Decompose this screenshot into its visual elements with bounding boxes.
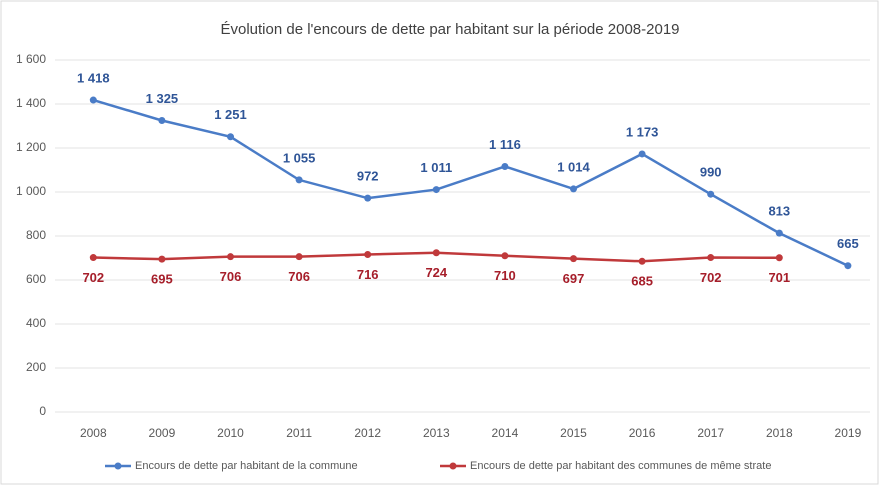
- x-tick-label: 2014: [492, 426, 519, 440]
- x-tick-label: 2010: [217, 426, 244, 440]
- legend-label: Encours de dette par habitant de la comm…: [135, 460, 358, 472]
- y-tick-label: 1 600: [16, 52, 46, 66]
- chart-title: Évolution de l'encours de dette par habi…: [220, 21, 679, 38]
- point: [158, 255, 166, 263]
- point: [775, 254, 783, 262]
- x-tick-label: 2017: [697, 426, 724, 440]
- x-tick-label: 2016: [629, 426, 656, 440]
- point: [364, 250, 372, 258]
- point: [158, 117, 166, 124]
- data-label: 813: [768, 204, 790, 219]
- data-label: 685: [631, 274, 653, 289]
- data-label: 1 173: [626, 124, 659, 139]
- point: [432, 249, 440, 257]
- point: [364, 194, 372, 202]
- x-tick-label: 2008: [80, 426, 107, 440]
- point: [501, 252, 509, 260]
- x-tick-label: 2013: [423, 426, 450, 440]
- data-label: 665: [837, 236, 859, 251]
- point: [227, 253, 234, 261]
- x-tick-label: 2019: [835, 426, 862, 440]
- x-tick-label: 2015: [560, 426, 587, 440]
- data-label: 706: [220, 269, 242, 284]
- y-tick-label: 600: [26, 272, 46, 286]
- point: [707, 190, 715, 198]
- point: [501, 162, 509, 170]
- data-label: 972: [357, 169, 379, 184]
- point: [638, 257, 646, 265]
- point: [89, 96, 97, 104]
- point: [570, 185, 577, 193]
- point: [295, 176, 303, 184]
- data-label: 695: [151, 272, 173, 287]
- x-tick-label: 2011: [286, 426, 312, 440]
- point: [775, 229, 783, 237]
- point: [227, 133, 234, 141]
- data-label: 1 418: [77, 70, 110, 85]
- y-tick-label: 800: [26, 228, 46, 242]
- y-tick-label: 200: [26, 360, 46, 374]
- legend-marker: [114, 462, 122, 470]
- x-tick-label: 2009: [149, 426, 176, 440]
- point: [432, 186, 440, 194]
- data-label: 990: [700, 165, 722, 180]
- point: [707, 254, 715, 262]
- data-label: 724: [425, 265, 447, 280]
- data-label: 710: [494, 268, 516, 283]
- y-tick-label: 1 000: [16, 184, 46, 198]
- data-label: 702: [82, 270, 104, 285]
- y-tick-label: 1 200: [16, 140, 46, 154]
- legend-label: Encours de dette par habitant des commun…: [470, 460, 771, 472]
- data-label: 702: [700, 270, 722, 285]
- data-label: 1 251: [214, 107, 247, 122]
- data-label: 706: [288, 269, 310, 284]
- series-line: [92, 98, 849, 267]
- data-label: 697: [563, 271, 585, 286]
- y-tick-label: 1 400: [16, 96, 46, 110]
- data-label: 701: [768, 270, 790, 285]
- legend-marker: [449, 462, 457, 470]
- data-label: 1 116: [489, 137, 521, 152]
- y-tick-label: 400: [26, 316, 46, 330]
- point: [844, 262, 852, 270]
- point: [295, 253, 303, 261]
- point: [638, 150, 646, 158]
- x-tick-label: 2018: [766, 426, 793, 440]
- point: [570, 255, 577, 263]
- data-label: 1 325: [146, 91, 179, 106]
- x-tick-label: 2012: [354, 426, 381, 440]
- point: [89, 254, 97, 262]
- data-label: 1 011: [420, 160, 452, 175]
- data-label: 1 055: [283, 150, 316, 165]
- y-tick-label: 0: [39, 404, 46, 418]
- data-label: 716: [357, 267, 379, 282]
- data-label: 1 014: [557, 159, 590, 174]
